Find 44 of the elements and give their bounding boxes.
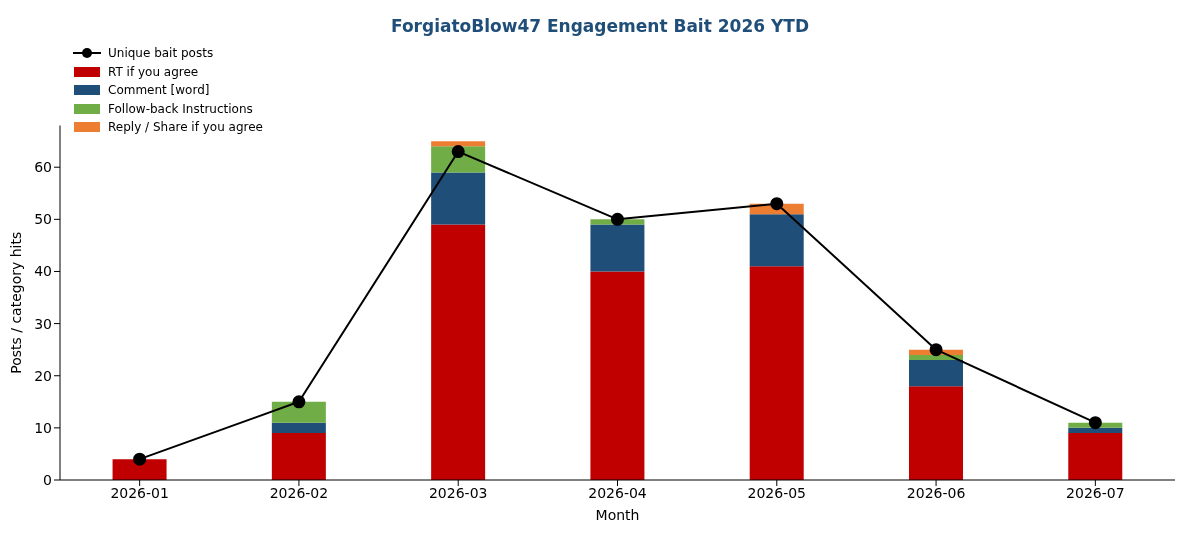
point [133, 452, 147, 466]
x-tick-label: 2026-04 [588, 484, 647, 501]
point [292, 395, 306, 409]
bar [431, 141, 486, 147]
bar [749, 214, 804, 267]
bar [431, 172, 486, 225]
point [770, 197, 784, 211]
bar [908, 360, 963, 387]
bar [271, 433, 326, 480]
bar [271, 401, 326, 423]
bar [271, 422, 326, 434]
point [451, 145, 465, 159]
legend-label: Unique bait posts [108, 46, 214, 61]
y-tick-label: 30 [34, 315, 52, 332]
y-tick-label: 20 [34, 367, 52, 384]
point [1088, 416, 1102, 430]
y-tick-label: 0 [43, 471, 52, 488]
y-tick-label: 40 [34, 263, 52, 280]
y-tick-label: 50 [34, 211, 52, 228]
bar [590, 224, 645, 272]
x-tick-label: 2026-06 [906, 484, 966, 501]
legend-label: RT if you agree [108, 64, 199, 79]
legend-label: Reply / Share if you agree [108, 120, 263, 135]
bar [431, 224, 486, 480]
y-tick-label: 60 [34, 159, 52, 176]
y-tick-label: 10 [34, 419, 52, 436]
legend-label: Comment [word] [108, 83, 210, 98]
x-tick-label: 2026-03 [428, 484, 488, 501]
x-axis-title: Month [595, 507, 640, 523]
x-tick-label: 2026-05 [747, 484, 807, 501]
bar [749, 266, 804, 480]
bar [1068, 427, 1123, 434]
bar [1068, 433, 1123, 480]
legend-label: Follow-back Instructions [108, 101, 253, 116]
bar [112, 459, 167, 480]
y-axis-title: Posts / category hits [7, 231, 24, 374]
bar [908, 386, 963, 480]
x-tick-label: 2026-01 [110, 484, 169, 501]
chart-title: ForgiatoBlow47 Engagement Bait 2026 YTD [390, 16, 810, 36]
x-tick-label: 2026-07 [1066, 484, 1125, 501]
point [929, 343, 943, 357]
bar [590, 271, 645, 480]
point [611, 212, 624, 226]
x-tick-label: 2026-02 [269, 484, 329, 501]
